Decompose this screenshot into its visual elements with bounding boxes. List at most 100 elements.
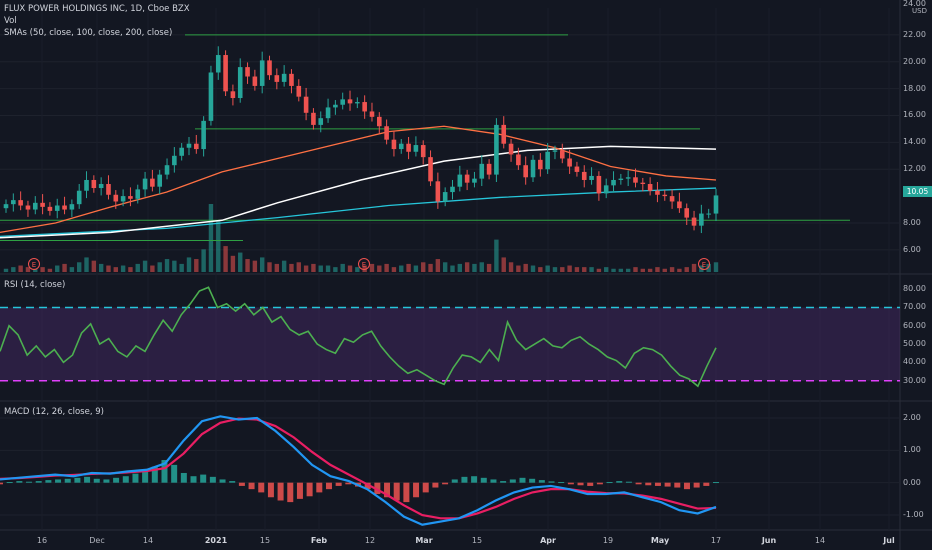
macd-histogram-bar (161, 460, 168, 483)
candle-body (289, 73, 294, 86)
volume-bar (172, 260, 177, 272)
macd-histogram-bar (432, 482, 439, 488)
macd-histogram-bar (45, 480, 52, 483)
candle-body (157, 174, 163, 187)
volume-bar (516, 265, 521, 272)
macd-histogram-bar (616, 481, 623, 483)
rsi-tick-label: 60.00 (903, 320, 926, 330)
macd-histogram-bar (142, 471, 149, 483)
x-axis-tick-label: Jul (883, 536, 895, 545)
candle-body (91, 179, 97, 189)
macd-layer (0, 415, 719, 526)
volume-bar (574, 267, 580, 272)
price-tick-label: 12.00 (903, 164, 926, 174)
candle-body (237, 67, 243, 99)
candle-body (194, 143, 199, 150)
candle-body (603, 185, 609, 194)
price-tick-label: 18.00 (903, 83, 926, 93)
macd-histogram-bar (345, 482, 352, 485)
volume-bar (604, 267, 609, 272)
candle-body (47, 206, 53, 211)
volume-bar (62, 263, 67, 272)
earnings-marker[interactable]: E (698, 258, 710, 270)
rsi-legend: RSI (14, close) (4, 280, 66, 290)
macd-tick-label: -1.00 (903, 510, 924, 520)
macd-histogram-bar (558, 482, 565, 484)
candle-body (596, 175, 602, 194)
macd-histogram-bar (596, 482, 603, 485)
candle-body (54, 205, 60, 211)
volume-bar (508, 262, 514, 272)
macd-histogram-bar (74, 477, 81, 483)
macd-histogram-bar (713, 482, 719, 484)
volume-bar (33, 268, 38, 272)
volume-bar (98, 263, 104, 272)
candle-body (538, 159, 543, 170)
candle-body (25, 205, 31, 210)
candle-body (501, 124, 507, 144)
earnings-marker[interactable]: E (358, 258, 370, 270)
candle-body (581, 171, 587, 180)
macd-histogram-bar (519, 477, 526, 483)
macd-histogram-bar (509, 479, 516, 483)
candle-body (428, 157, 433, 182)
candle-body (384, 126, 389, 140)
candle-body (252, 76, 258, 86)
currency-unit: USD (912, 7, 927, 15)
volume-bar (472, 263, 477, 272)
candle-body (662, 194, 668, 197)
macd-histogram-bar (132, 473, 139, 483)
candle-body (311, 112, 316, 125)
volume-bar (567, 265, 572, 272)
candle-body (486, 163, 492, 175)
candle-body (142, 178, 148, 190)
volume-bar (435, 259, 441, 272)
volume-bar (186, 257, 192, 272)
volume-bar (47, 268, 53, 272)
candle-body (69, 204, 75, 210)
candle-body (230, 91, 236, 99)
volume-bar (11, 267, 16, 272)
candle-body (303, 96, 309, 113)
volume-bar (120, 265, 126, 272)
macd-histogram-bar (122, 476, 129, 483)
macd-histogram-bar (490, 479, 497, 483)
candle-body (545, 151, 550, 170)
candle-body (369, 111, 375, 117)
volume-bar (589, 267, 594, 272)
chart-title: FLUX POWER HOLDINGS INC, 1D, Cboe BZX (4, 4, 190, 14)
volume-bar (355, 267, 360, 272)
volume-bar (157, 262, 162, 272)
candle-body (640, 182, 646, 185)
candle-body (281, 73, 287, 82)
earnings-marker[interactable]: E (28, 258, 40, 270)
candle-body (450, 186, 455, 193)
volume-bar (347, 265, 353, 272)
macd-histogram-bar (16, 481, 23, 483)
candle-body (106, 184, 111, 195)
candle-body (413, 145, 419, 152)
x-axis-tick-label: 15 (259, 536, 271, 545)
macd-histogram-bar (529, 478, 536, 483)
x-axis-tick-label: 14 (814, 536, 826, 545)
volume-bar (530, 265, 536, 272)
volume-bar (230, 255, 236, 272)
volume-bar (662, 268, 667, 272)
volume-bar (340, 263, 345, 272)
candle-body (347, 99, 353, 104)
macd-histogram-bar (442, 482, 449, 485)
rsi-tick-label: 70.00 (903, 302, 926, 312)
macd-histogram-bar (93, 478, 100, 483)
macd-signal-line (0, 417, 717, 520)
volume-bar (69, 267, 75, 272)
x-axis-tick-label: May (650, 536, 670, 545)
volume-bar (259, 257, 265, 272)
candle-body (472, 178, 477, 183)
candle-body (706, 213, 711, 215)
volume-bar (391, 267, 397, 272)
candle-body (684, 208, 690, 218)
volume-bar (289, 263, 294, 272)
macd-histogram-bar (413, 482, 420, 498)
volume-bar (208, 204, 214, 272)
